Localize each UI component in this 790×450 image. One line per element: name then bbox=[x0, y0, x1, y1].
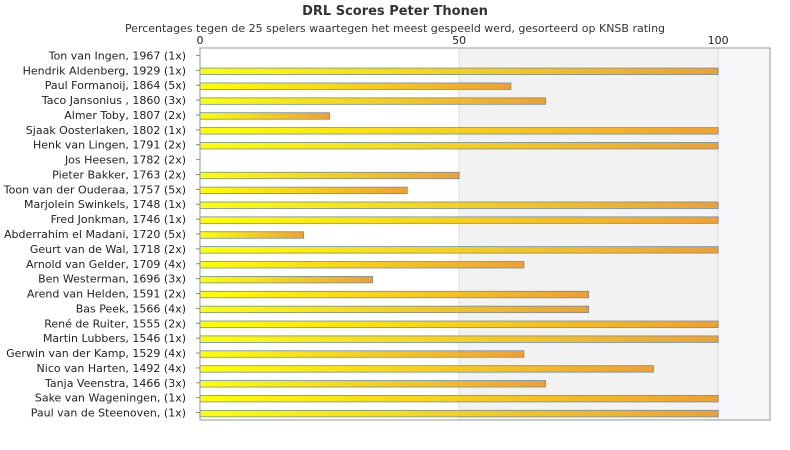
bar bbox=[199, 171, 460, 180]
y-category-label: Henk van Lingen, 1791 (2x) bbox=[33, 139, 186, 152]
bar bbox=[199, 335, 719, 343]
bar bbox=[199, 201, 719, 209]
y-category-label: Marjolein Swinkels, 1748 (1x) bbox=[24, 198, 186, 211]
y-category-label: René de Ruiter, 1555 (2x) bbox=[44, 317, 186, 330]
x-tick-label: 0 bbox=[197, 34, 204, 47]
y-category-label: Fred Jonkman, 1746 (1x) bbox=[51, 213, 186, 226]
bar bbox=[199, 186, 408, 195]
y-category-label: Jos Heesen, 1782 (2x) bbox=[64, 154, 186, 167]
bar bbox=[199, 216, 719, 224]
bar bbox=[199, 350, 525, 358]
y-category-label: Arnold van Gelder, 1709 (4x) bbox=[26, 258, 186, 271]
bar bbox=[199, 97, 547, 105]
bar bbox=[199, 112, 330, 120]
y-category-label: Abderrahim el Madani, 1720 (5x) bbox=[4, 228, 186, 241]
y-category-label: Pieter Bakker, 1763 (2x) bbox=[52, 168, 186, 181]
bar bbox=[199, 142, 719, 150]
y-category-label: Hendrik Aldenberg, 1929 (1x) bbox=[23, 64, 186, 77]
bar bbox=[199, 395, 719, 403]
bar bbox=[199, 305, 590, 314]
y-category-label: Almer Toby, 1807 (2x) bbox=[64, 109, 186, 122]
y-category-label: Ben Westerman, 1696 (3x) bbox=[38, 273, 186, 286]
bar bbox=[199, 246, 719, 254]
bar bbox=[199, 365, 654, 373]
bar bbox=[199, 231, 305, 239]
bar bbox=[199, 127, 719, 135]
bar bbox=[199, 409, 719, 418]
bar bbox=[199, 67, 719, 75]
x-tick-label: 50 bbox=[452, 34, 466, 47]
y-category-label: Gerwin van der Kamp, 1529 (4x) bbox=[6, 347, 186, 360]
y-category-label: Sjaak Oosterlaken, 1802 (1x) bbox=[26, 124, 186, 137]
chart-subtitle: Percentages tegen de 25 spelers waartege… bbox=[124, 22, 666, 35]
y-category-label: Tanja Veenstra, 1466 (3x) bbox=[44, 377, 186, 390]
y-category-label: Martin Lubbers, 1546 (1x) bbox=[43, 332, 186, 345]
bar bbox=[199, 261, 525, 269]
chart-title: DRL Scores Peter Thonen bbox=[302, 4, 488, 19]
y-category-label: Taco Jansonius , 1860 (3x) bbox=[41, 94, 186, 107]
y-category-label: Nico van Harten, 1492 (4x) bbox=[37, 362, 186, 375]
x-tick-label: 100 bbox=[708, 34, 729, 47]
y-category-label: Geurt van de Wal, 1718 (2x) bbox=[30, 243, 186, 256]
plot-band-100-end bbox=[718, 48, 770, 420]
bar bbox=[199, 320, 719, 328]
y-category-label: Toon van der Ouderaa, 1757 (5x) bbox=[3, 183, 186, 196]
y-category-label: Sake van Wageningen, (1x) bbox=[35, 392, 186, 405]
y-category-label: Paul Formanoij, 1864 (5x) bbox=[45, 79, 186, 92]
y-category-label: Bas Peek, 1566 (4x) bbox=[76, 302, 186, 315]
bar bbox=[199, 290, 590, 299]
bar bbox=[199, 380, 547, 388]
plot-band-50-100 bbox=[459, 48, 719, 420]
bar bbox=[199, 82, 512, 90]
y-category-label: Arend van Helden, 1591 (2x) bbox=[27, 288, 186, 301]
y-category-label: Ton van Ingen, 1967 (1x) bbox=[48, 49, 186, 62]
bar bbox=[199, 275, 373, 284]
y-category-label: Paul van de Steenoven, (1x) bbox=[31, 407, 186, 420]
